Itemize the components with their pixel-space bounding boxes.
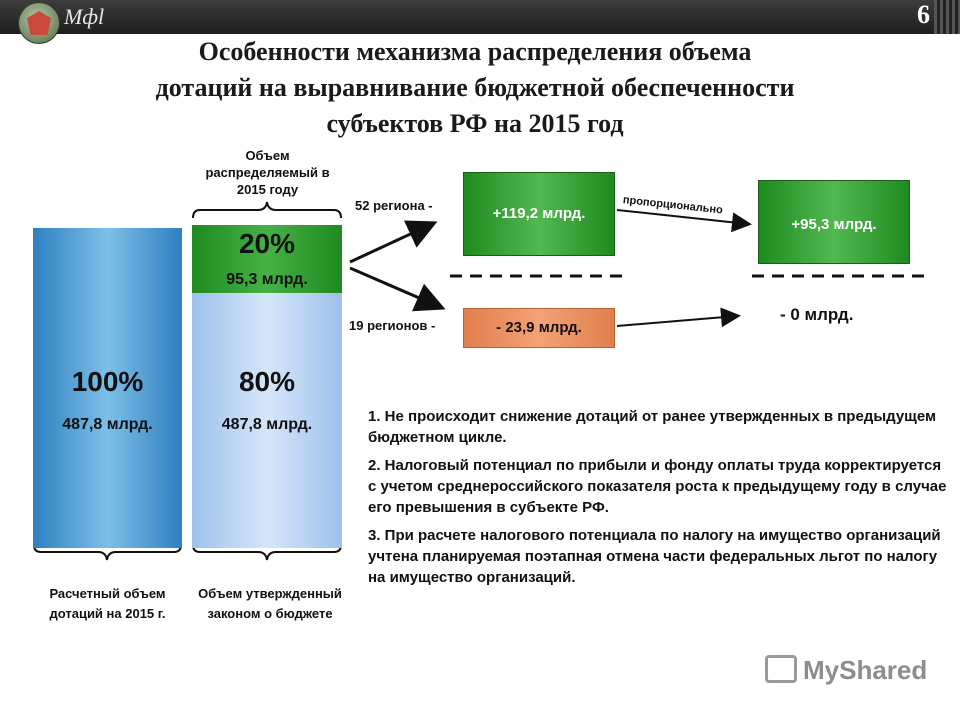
- left-column-caption: Расчетный объем дотаций на 2015 г.: [25, 584, 190, 624]
- distributed-label-line-2: распределяемый в: [205, 165, 330, 180]
- note-1: 1. Не происходит снижение дотаций от ран…: [368, 408, 937, 446]
- bottom-brace-right: [192, 544, 342, 561]
- calculated-volume-column: [33, 228, 182, 548]
- title-line-2: дотаций на выравнивание бюджетной обеспе…: [155, 73, 795, 102]
- arrow-zero: [616, 307, 741, 328]
- minus-amount-value: - 23,9 млрд.: [496, 319, 582, 336]
- result-plus-box: +95,3 млрд.: [758, 180, 910, 264]
- approved-segment: [192, 293, 342, 548]
- arrow-proportional: [616, 209, 752, 233]
- top-percent: 20%: [238, 228, 296, 259]
- bottom-brace-left: [33, 544, 182, 561]
- left-caption-line-1: Расчетный объем: [49, 586, 166, 601]
- minus-amount-box: - 23,9 млрд.: [463, 308, 615, 348]
- result-zero: - 0 млрд.: [780, 305, 854, 324]
- top-brace: [192, 201, 342, 219]
- slide-title: Особенности механизма распределения объе…: [60, 34, 890, 142]
- left-amount: 487,8 млрд.: [62, 416, 153, 433]
- distributed-volume-label: Объем распределяемый в 2015 году: [180, 147, 355, 198]
- bottom-percent: 80%: [238, 366, 296, 397]
- title-line-3: субъектов РФ на 2015 год: [326, 109, 624, 138]
- note-2: 2. Налоговый потенциал по прибыли и фонд…: [368, 457, 947, 516]
- left-caption-line-2: дотаций на 2015 г.: [49, 606, 166, 621]
- regions-19-label: 19 регионов -: [349, 318, 436, 333]
- top-amount: 95,3 млрд.: [226, 271, 308, 288]
- right-column-caption: Объем утвержденный законом о бюджете: [184, 584, 356, 624]
- presentation-icon: [765, 655, 797, 683]
- arrow-up: [349, 220, 438, 264]
- ministry-logo-text: Мфl: [64, 4, 105, 29]
- regions-52-label: 52 региона -: [355, 198, 433, 213]
- watermark: MyShared: [765, 655, 927, 686]
- plus-amount-value: +119,2 млрд.: [492, 205, 586, 222]
- distributed-label-line-3: 2015 году: [236, 182, 299, 197]
- coat-of-arms-icon: [18, 2, 60, 44]
- bottom-amount: 487,8 млрд.: [221, 416, 313, 433]
- note-3: 3. При расчете налогового потенциала по …: [368, 527, 941, 586]
- distributed-segment: [192, 225, 342, 293]
- distributed-label-line-1: Объем: [245, 148, 290, 163]
- result-plus-value: +95,3 млрд.: [791, 216, 877, 233]
- title-line-1: Особенности механизма распределения объе…: [198, 37, 752, 66]
- right-caption-line-2: законом о бюджете: [207, 606, 333, 621]
- header-bar: Мфl 6: [0, 0, 960, 44]
- watermark-text: MyShared: [803, 655, 928, 685]
- page-number: 6: [917, 0, 930, 29]
- header-stripes: [934, 0, 960, 34]
- plus-amount-box: +119,2 млрд.: [463, 172, 615, 256]
- left-percent: 100%: [71, 366, 144, 397]
- notes-list: 1. Не происходит снижение дотаций от ран…: [368, 406, 950, 595]
- right-caption-line-1: Объем утвержденный: [198, 586, 342, 601]
- arrow-down: [349, 266, 446, 312]
